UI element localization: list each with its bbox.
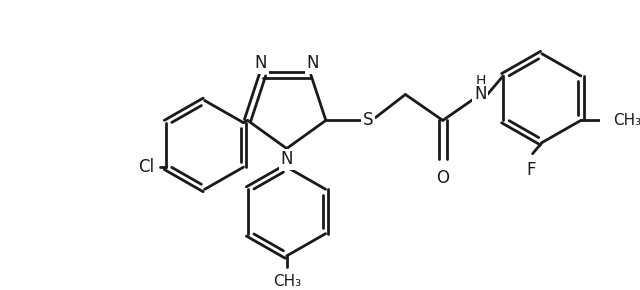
Text: N: N <box>254 54 267 72</box>
Text: CH₃: CH₃ <box>273 274 301 289</box>
Text: Cl: Cl <box>138 158 154 176</box>
Text: S: S <box>363 111 373 129</box>
Text: O: O <box>436 168 449 186</box>
Text: N: N <box>307 54 319 72</box>
Text: F: F <box>526 161 536 179</box>
Text: CH₃: CH₃ <box>612 113 640 128</box>
Text: H: H <box>476 74 486 88</box>
Text: N: N <box>280 151 293 168</box>
Text: N: N <box>474 86 486 104</box>
